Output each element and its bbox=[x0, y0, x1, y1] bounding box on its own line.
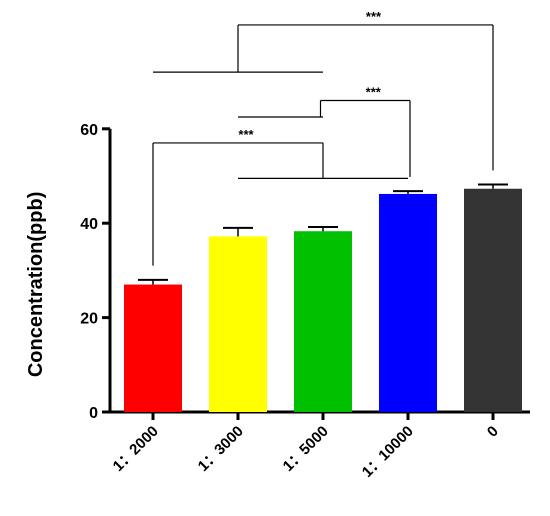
significance-label: *** bbox=[366, 9, 382, 24]
bar bbox=[379, 193, 437, 412]
y-tick-label: 20 bbox=[80, 311, 98, 328]
x-tick-label: 0 bbox=[484, 423, 502, 441]
x-tick-label: 1：2000 bbox=[110, 423, 162, 475]
y-tick-label: 0 bbox=[89, 405, 98, 422]
bar bbox=[294, 231, 352, 412]
bar bbox=[209, 236, 267, 412]
significance-label: *** bbox=[238, 127, 254, 142]
significance-brackets: *** *** *** bbox=[152, 9, 494, 266]
y-tick-label: 60 bbox=[80, 122, 98, 139]
significance-label: *** bbox=[366, 84, 382, 99]
bar bbox=[124, 284, 182, 412]
y-axis-label: Concentration(ppb) bbox=[25, 192, 47, 378]
x-tick-label: 1：10000 bbox=[359, 423, 417, 481]
bar bbox=[464, 188, 522, 412]
error-bars bbox=[138, 183, 508, 285]
x-tick-label: 1：3000 bbox=[195, 423, 247, 475]
y-tick-label: 40 bbox=[80, 216, 98, 233]
x-tick-label: 1：5000 bbox=[280, 423, 332, 475]
bars bbox=[124, 188, 522, 412]
